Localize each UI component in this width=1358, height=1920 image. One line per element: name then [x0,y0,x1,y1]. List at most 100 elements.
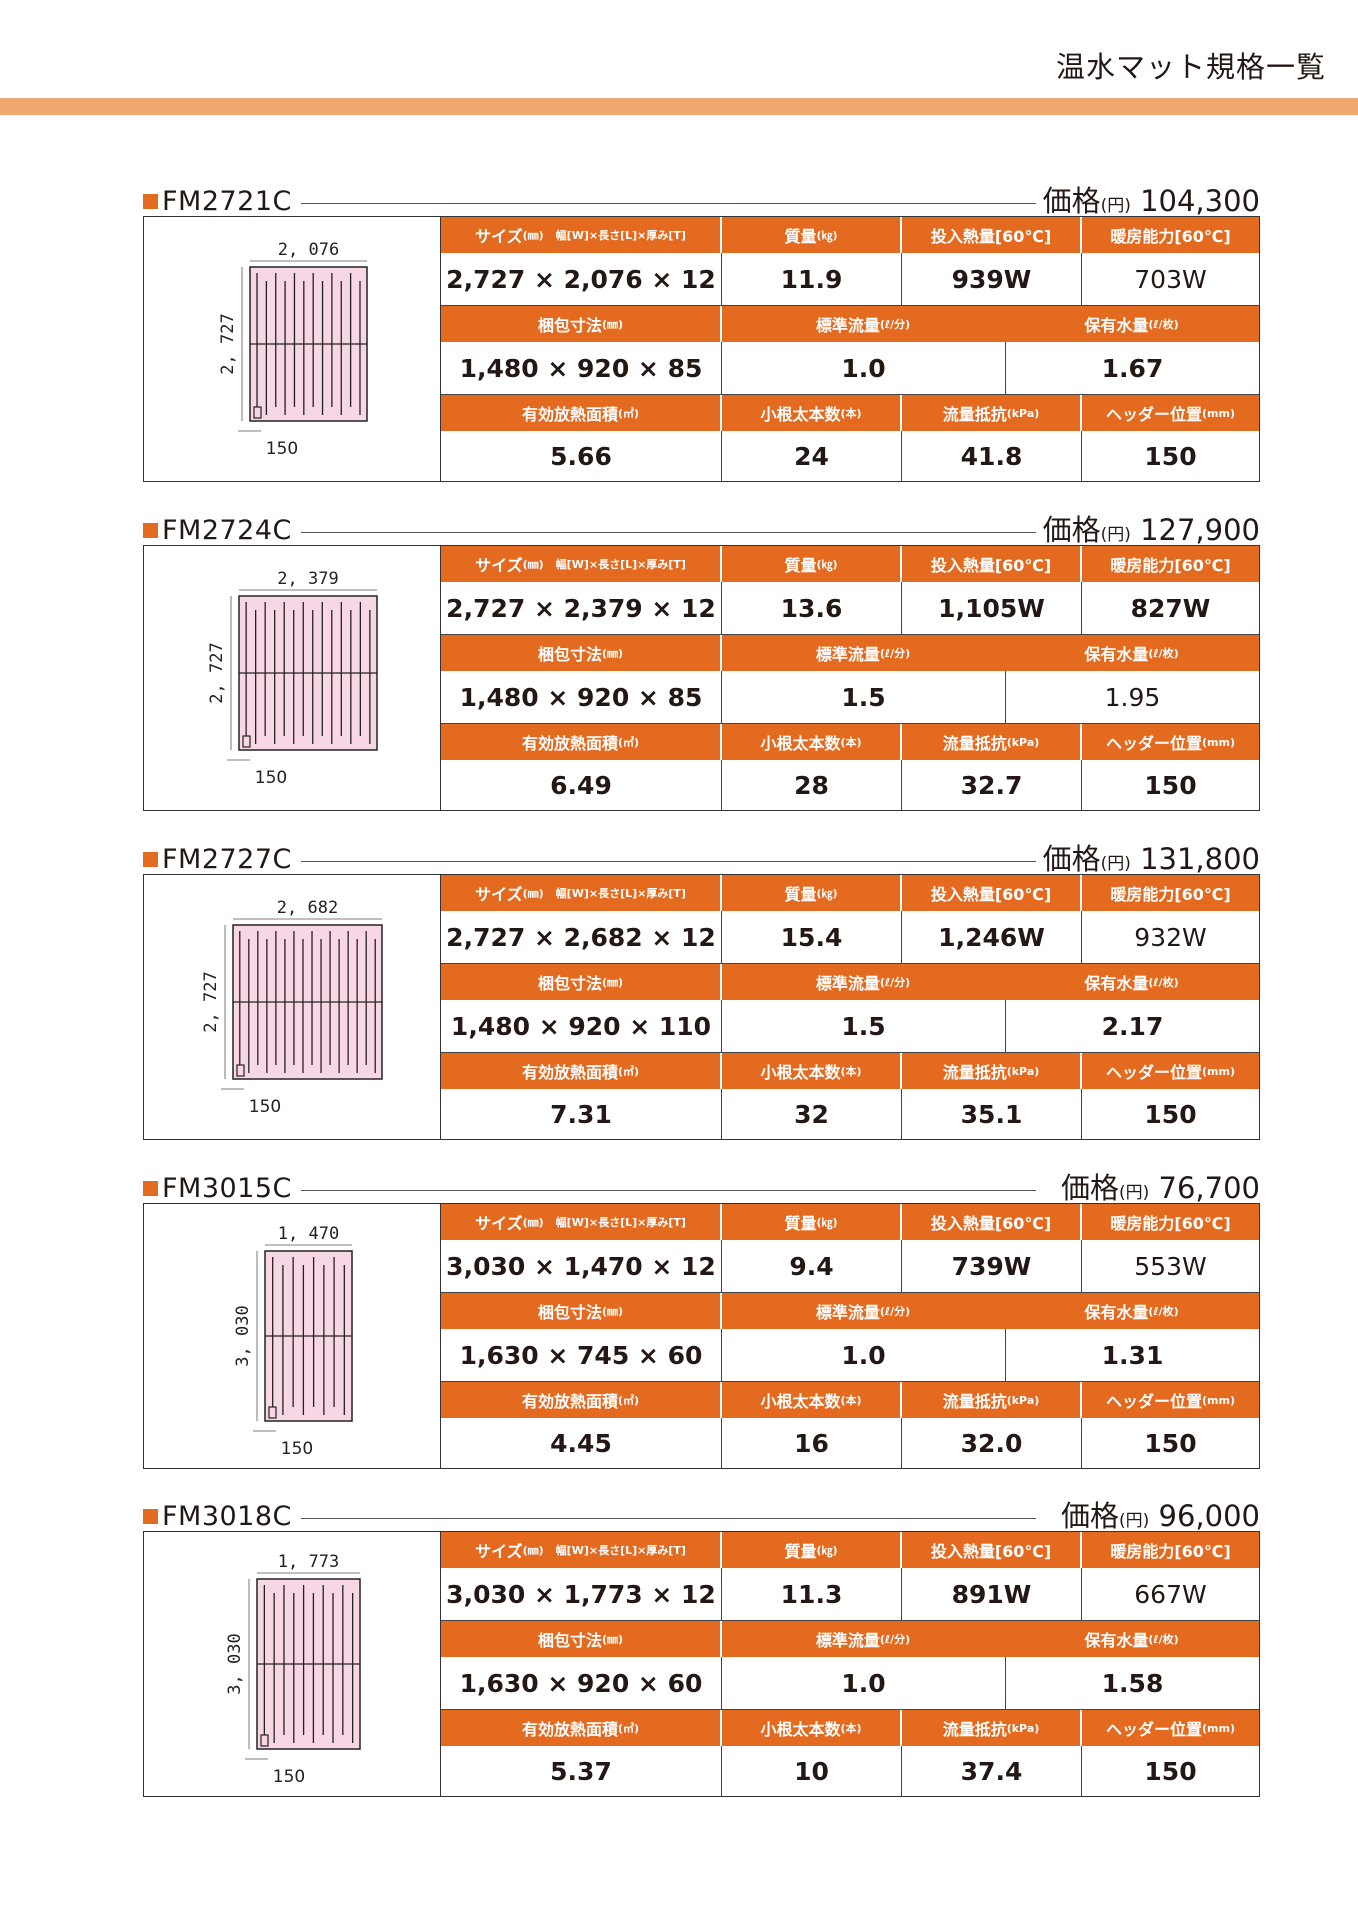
water-value: 2.17 [1005,1000,1259,1053]
header-cell-area: 有効放熱面積 (㎡) [441,1382,722,1418]
divider-line [301,203,1036,204]
price-unit: (円) [1100,196,1131,216]
header-cell-header: ヘッダー位置 (mm) [1082,1053,1259,1089]
mat-diagram: 1, 773 3, 030 150 [144,1532,441,1796]
header-unit: (㎜) [522,887,544,900]
pipes-value: 24 [722,431,902,481]
divider-line [301,861,1036,862]
pipes-value: 32 [722,1089,902,1139]
header-label: 保有水量 [1084,1303,1149,1322]
header-cell-flow: 標準流量 (ℓ/分) [722,306,1006,342]
price-unit: (円) [1119,1511,1150,1531]
header-unit: (ℓ/分) [879,1305,911,1318]
header-cell-size: サイズ (㎜) 幅[W]×長さ[L]×厚み[T] [441,875,722,911]
header-label: 梱包寸法 [537,1303,602,1322]
mat-diagram: 2, 379 2, 727 150 [144,546,441,810]
flow-value: 1.0 [722,1657,1006,1710]
header-label: 小根太本数 [760,734,841,753]
header-unit: (本) [840,407,862,420]
size-value: 2,727 × 2,682 × 12 [441,911,722,964]
mass-value: 11.3 [722,1568,902,1621]
package-value: 1,480 × 920 × 110 [441,1000,722,1053]
header-cell-heating_capacity: 暖房能力[60℃] [1082,875,1259,911]
model-title: FM3018C [143,1501,292,1532]
price: 価格(円) 131,800 [1043,836,1260,878]
header-label: 小根太本数 [760,1392,841,1411]
pipes-value: 28 [722,760,902,810]
header-cell-size: サイズ (㎜) 幅[W]×長さ[L]×厚み[T] [441,217,722,253]
header-position-value: 150 [1144,1756,1197,1786]
header-dims: 幅[W]×長さ[L]×厚み[T] [555,1544,686,1557]
heating-capacity-value: 827W [1082,582,1259,635]
price: 価格(円) 104,300 [1043,178,1260,220]
header-cell-package: 梱包寸法 (㎜) [441,964,722,1000]
header-cell-pipes: 小根太本数 (本) [722,395,902,431]
mat-diagram: 2, 076 2, 727 150 [144,217,441,481]
header-label: 投入熱量[60℃] [930,556,1052,575]
header-label: 投入熱量[60℃] [930,227,1052,246]
header-cell-resistance: 流量抵抗 (kPa) [902,1382,1082,1418]
header-cell-mass: 質量 (㎏) [722,217,902,253]
price-unit: (円) [1100,854,1131,874]
header-cell-water: 保有水量 (ℓ/枚) [1004,964,1259,1000]
model-name: FM2724C [162,515,292,546]
square-bullet-icon [143,194,158,209]
header-cell-heating_capacity: 暖房能力[60℃] [1082,546,1259,582]
header-label: サイズ [475,885,523,904]
header-cell-pipes: 小根太本数 (本) [722,1382,902,1418]
resistance-value: 35.1 [902,1089,1082,1139]
size-value: 3,030 × 1,470 × 12 [441,1240,722,1293]
package-value: 1,630 × 745 × 60 [441,1329,722,1382]
product-header: FM2724C 価格(円) 127,900 [143,507,1260,547]
header-marker [242,735,251,748]
header-label: 暖房能力[60℃] [1110,1542,1231,1561]
header-unit: (㎜) [601,976,624,989]
header-label: 小根太本数 [760,1063,841,1082]
header-cell-pipes: 小根太本数 (本) [722,1053,902,1089]
price-value: 104,300 [1130,184,1260,218]
header-unit: (kPa) [1006,406,1040,420]
square-bullet-icon [143,1181,158,1196]
header-cell-mass: 質量 (㎏) [722,546,902,582]
header-position-value: 150 [1144,1428,1197,1458]
header-unit: (㎏) [816,1544,838,1557]
model-name: FM2727C [162,844,292,875]
price-value: 127,900 [1130,513,1260,547]
header-dims: 幅[W]×長さ[L]×厚み[T] [555,558,686,571]
product-section: FM3015C 価格(円) 76,700 1, 470 3, 030 150 サイズ (㎜)… [143,1165,1260,1469]
header-unit: (ℓ/枚) [1148,1305,1179,1318]
header-cell-size: サイズ (㎜) 幅[W]×長さ[L]×厚み[T] [441,1204,722,1240]
header-unit: (㎜) [601,1633,624,1646]
spec-box: 1, 470 3, 030 150 サイズ (㎜) 幅[W]×長さ[L]×厚み[T] 質量(… [143,1203,1260,1469]
header-offset-label: 150 [255,768,287,788]
heating-capacity-value: 932W [1082,911,1259,964]
header-cell-flow: 標準流量 (ℓ/分) [722,964,1006,1000]
heating-capacity-value: 667W [1082,1568,1259,1621]
header-unit: (㎜) [601,318,624,331]
heat-input-value: 739W [902,1240,1082,1293]
resistance-value: 37.4 [902,1746,1082,1796]
header-label: 暖房能力[60℃] [1110,1214,1231,1233]
price-label: 価格 [1042,184,1101,218]
model-title: FM2721C [143,186,292,217]
header-cell-area: 有効放熱面積 (㎡) [441,395,722,431]
header-unit: (mm) [1202,1393,1235,1407]
mat-drawing: 1, 470 3, 030 150 [233,1224,353,1459]
product-section: FM2721C 価格(円) 104,300 2, 076 2, 727 150 サイズ (㎜… [143,178,1260,482]
flow-value: 1.5 [722,1000,1006,1053]
header-label: 流量抵抗 [942,405,1007,424]
header-cell-water: 保有水量 (ℓ/枚) [1004,1293,1259,1329]
product-header: FM2727C 価格(円) 131,800 [143,836,1260,876]
header-cell-area: 有効放熱面積 (㎡) [441,724,722,760]
header-cell-header: ヘッダー位置 (mm) [1082,1710,1259,1746]
header-label: 保有水量 [1084,1631,1149,1650]
mass-value: 11.9 [722,253,902,306]
length-label: 3, 030 [225,1633,245,1694]
length-label: 3, 030 [233,1305,253,1366]
header-offset-label: 150 [249,1097,281,1117]
area-value: 7.31 [441,1089,722,1139]
header-unit: (㎏) [816,887,838,900]
header-unit: (ℓ/分) [879,647,911,660]
resistance-value: 32.7 [902,760,1082,810]
header-label: 標準流量 [815,1303,880,1322]
